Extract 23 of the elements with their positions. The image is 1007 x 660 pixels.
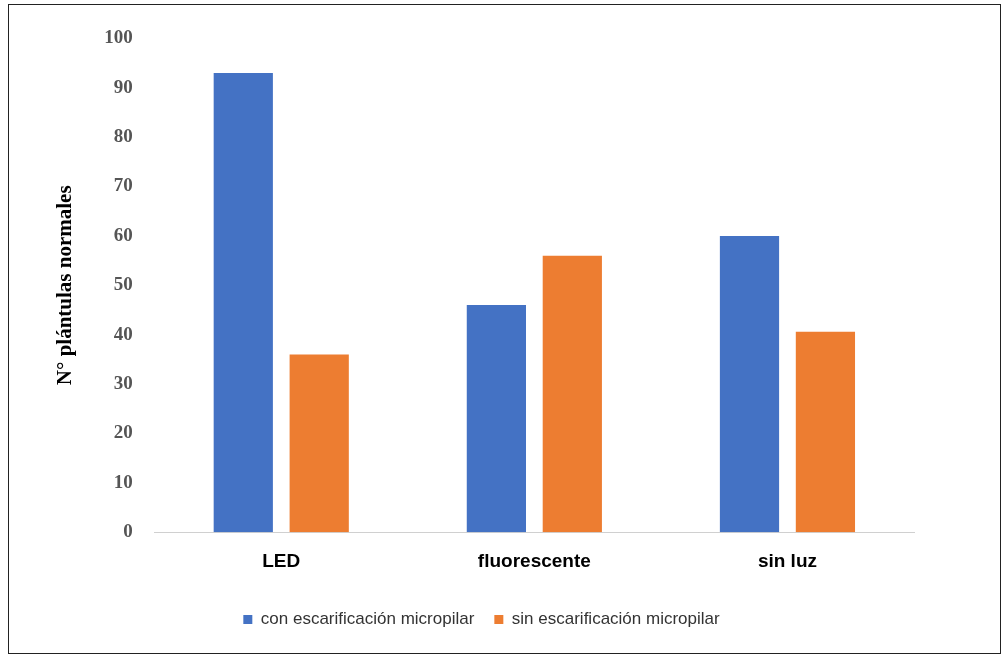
y-tick-label: 60: [113, 223, 133, 245]
bar: [719, 235, 780, 533]
bar: [466, 305, 526, 533]
y-tick-label: 0: [123, 520, 133, 542]
y-tick-label: 50: [113, 273, 133, 295]
y-tick-label: 40: [113, 322, 133, 344]
x-tick-label: sin luz: [757, 549, 818, 571]
legend-label: con escarificación micropilar: [260, 609, 475, 629]
x-tick-label: fluorescente: [477, 549, 591, 571]
legend-label: sin escarificación micropilar: [511, 609, 721, 629]
y-tick-label: 10: [113, 470, 133, 492]
y-tick-label: 30: [113, 371, 133, 393]
bar: [795, 331, 856, 533]
bar: [542, 255, 602, 533]
y-tick-label: 20: [113, 421, 133, 443]
y-tick-label: 80: [113, 125, 133, 147]
y-tick-label: 70: [113, 174, 133, 196]
y-tick-label: 90: [113, 75, 133, 97]
y-axis-title: N° plántulas normales: [52, 185, 77, 386]
x-tick-label: LED: [262, 549, 301, 571]
bar: [213, 72, 273, 533]
y-tick-label: 100: [104, 26, 133, 48]
bar: [289, 354, 349, 533]
